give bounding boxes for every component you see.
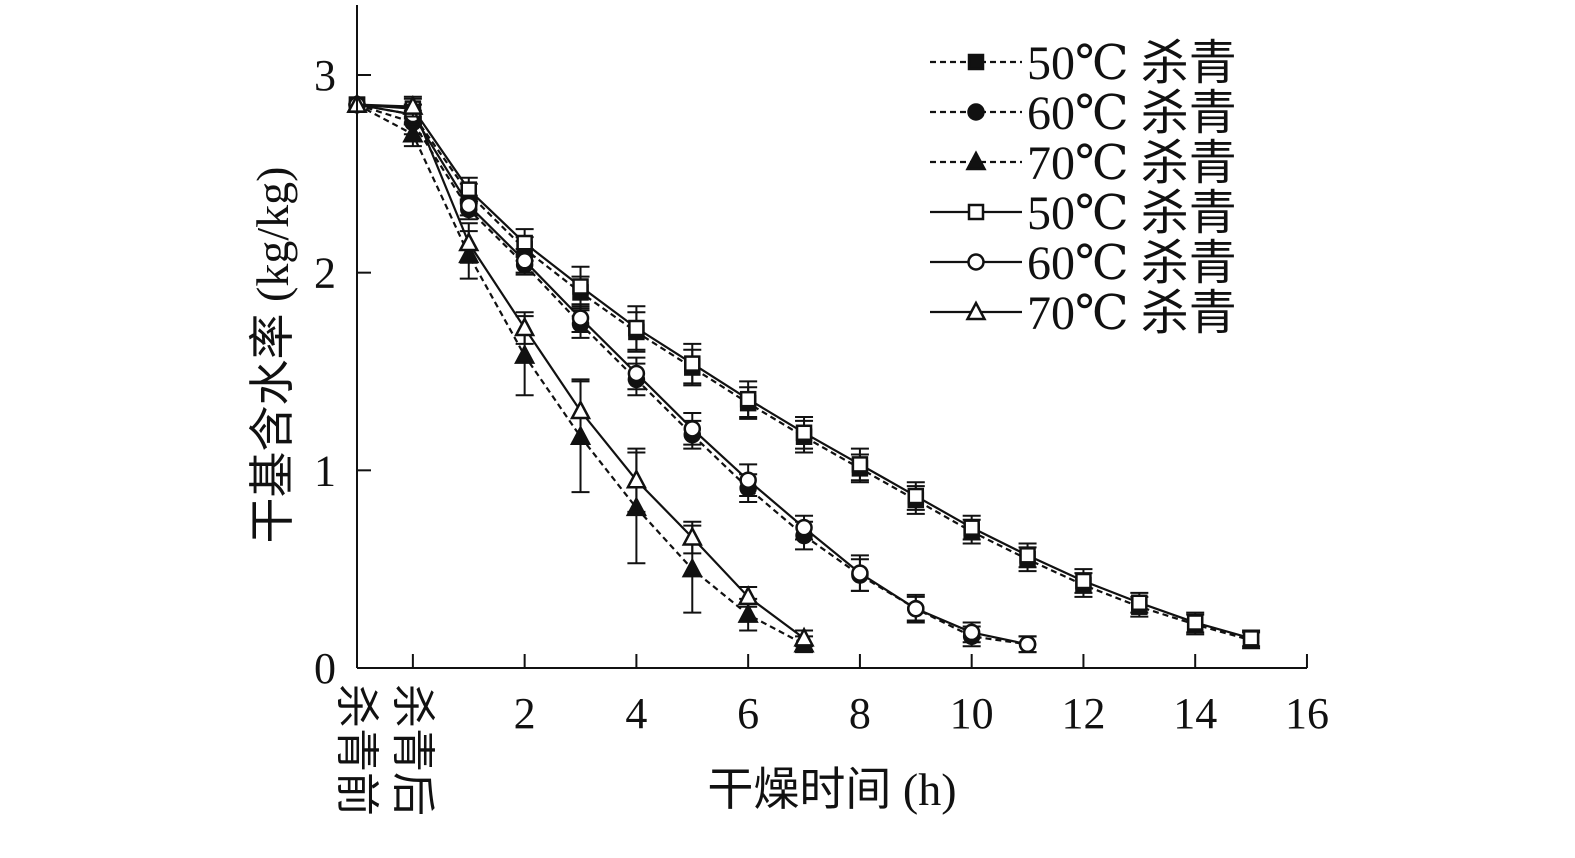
legend-entry: 70℃ 杀青	[930, 137, 1237, 190]
data-point	[1075, 572, 1092, 590]
data-point	[793, 626, 815, 647]
data-point	[737, 585, 759, 606]
data-point	[963, 519, 980, 536]
data-point	[965, 150, 987, 171]
data-point	[967, 103, 985, 121]
data-point	[458, 231, 480, 252]
data-point	[795, 518, 813, 537]
legend-label: 60℃ 杀青	[1027, 237, 1237, 290]
data-point	[572, 278, 589, 295]
data-point	[967, 53, 985, 71]
x-tick-label: 8	[849, 689, 871, 738]
data-point	[460, 181, 478, 198]
data-point	[683, 420, 702, 438]
series-line	[356, 103, 805, 646]
data-point	[625, 468, 647, 489]
data-point	[402, 94, 424, 115]
x-tick-label: 14	[1173, 689, 1217, 738]
legend-entry: 50℃ 杀青	[930, 187, 1237, 240]
data-point	[681, 557, 703, 578]
data-point	[569, 399, 592, 420]
data-point	[571, 309, 590, 327]
series-solid-open-triangle	[346, 92, 815, 648]
y-axis-title: 干基含水率 (kg/kg)	[247, 167, 298, 544]
legend-entry: 50℃ 杀青	[930, 37, 1237, 90]
data-point	[962, 623, 981, 642]
series-solid-open-circle	[348, 95, 1037, 654]
data-point	[460, 196, 478, 215]
data-point	[514, 316, 536, 337]
series-line	[356, 103, 1252, 642]
data-point	[1186, 614, 1204, 631]
x-tick-label: 16	[1285, 689, 1329, 738]
data-point	[1131, 594, 1148, 612]
y-tick-label: 0	[314, 644, 336, 693]
legend-entry: 60℃ 杀青	[930, 87, 1237, 140]
axes	[356, 5, 1307, 669]
data-point	[1019, 547, 1036, 564]
x-category-label: 杀青后	[388, 684, 437, 816]
data-point	[627, 364, 646, 383]
data-point	[967, 253, 985, 271]
legend-label: 50℃ 杀青	[1027, 187, 1237, 240]
x-tick-label: 12	[1061, 689, 1105, 738]
y-tick-label: 2	[314, 249, 336, 298]
series-line	[356, 103, 805, 640]
data-point	[628, 319, 645, 337]
data-point	[965, 300, 987, 321]
data-point	[402, 122, 424, 143]
data-point	[681, 525, 703, 546]
x-category-label: 杀青前	[332, 684, 381, 816]
data-point	[516, 234, 533, 252]
data-point	[737, 602, 759, 623]
x-tick-label: 4	[625, 689, 647, 738]
data-point	[851, 456, 869, 473]
y-tick-label: 1	[314, 446, 336, 495]
data-point	[907, 599, 925, 618]
x-tick-label: 2	[514, 689, 536, 738]
legend-label: 70℃ 杀青	[1027, 287, 1237, 340]
data-point	[514, 344, 536, 364]
x-axis-title: 干燥时间 (h)	[707, 764, 956, 815]
y-tick-label: 3	[314, 51, 336, 100]
data-point	[515, 252, 534, 270]
legend-entry: 70℃ 杀青	[930, 287, 1237, 340]
data-point	[1018, 635, 1037, 654]
series-dashed-filled-triangle	[346, 92, 815, 654]
data-point	[1242, 630, 1260, 647]
data-point	[967, 203, 985, 221]
data-point	[907, 487, 925, 505]
legend-label: 70℃ 杀青	[1027, 137, 1237, 190]
x-tick-label: 10	[950, 689, 994, 738]
series-layer	[346, 92, 1261, 654]
data-point	[795, 424, 813, 442]
data-point	[739, 390, 757, 408]
legend-label: 50℃ 杀青	[1027, 37, 1237, 90]
data-point	[684, 355, 701, 372]
legend-entry: 60℃ 杀青	[930, 237, 1237, 290]
legend-label: 60℃ 杀青	[1027, 87, 1237, 140]
x-tick-label: 6	[737, 689, 759, 738]
data-point	[739, 471, 757, 489]
data-point	[851, 564, 869, 582]
